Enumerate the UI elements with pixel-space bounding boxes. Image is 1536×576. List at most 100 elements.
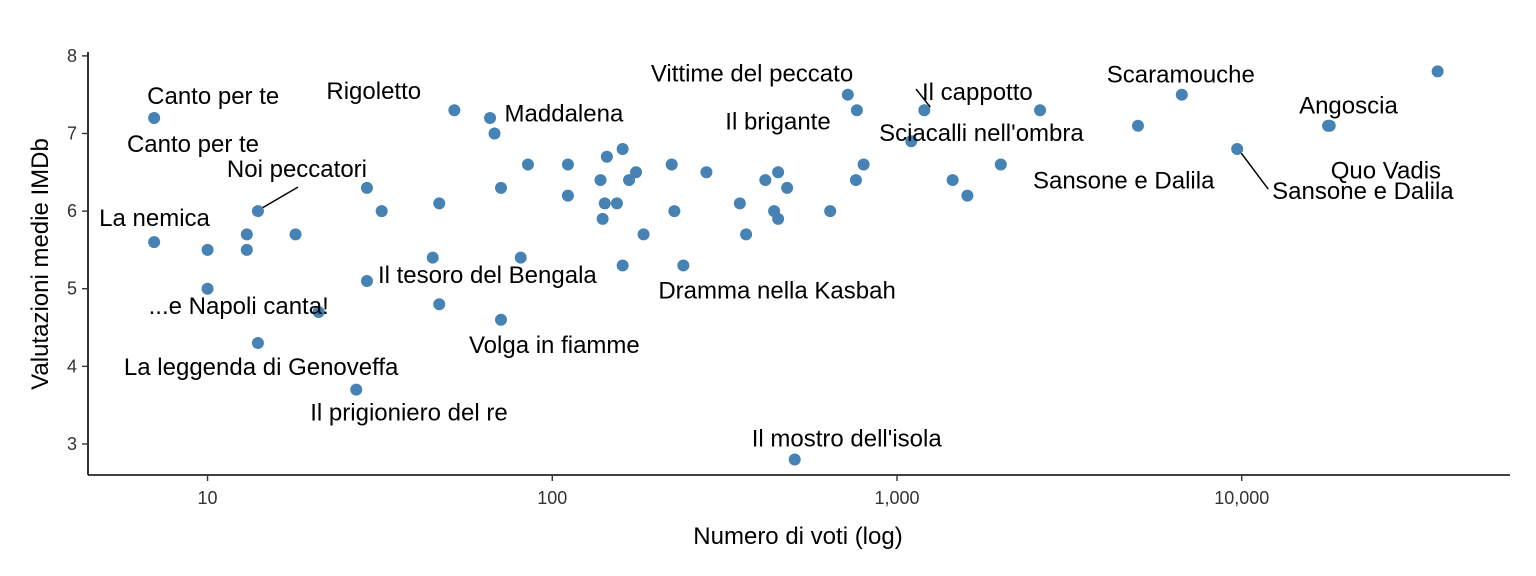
data-point <box>946 174 959 187</box>
data-point <box>700 166 713 179</box>
y-tick-label: 5 <box>67 279 77 299</box>
point-label: Maddalena <box>505 100 624 127</box>
data-point <box>616 143 629 156</box>
data-points <box>148 65 1444 466</box>
data-point <box>733 197 746 210</box>
data-point <box>1131 119 1144 132</box>
data-point <box>148 236 161 249</box>
data-point <box>740 228 753 241</box>
data-point <box>251 337 264 350</box>
data-point <box>623 174 636 187</box>
data-point <box>240 243 253 256</box>
data-point <box>448 104 461 117</box>
point-label: Il prigioniero del re <box>310 400 507 427</box>
data-point <box>561 189 574 202</box>
data-point <box>521 158 534 171</box>
y-tick-label: 7 <box>67 123 77 143</box>
data-point <box>1175 88 1188 101</box>
label-leader-lines <box>261 88 1269 209</box>
data-point <box>433 298 446 311</box>
data-point <box>289 228 302 241</box>
data-point <box>781 181 794 194</box>
point-label: La leggenda di Genoveffa <box>124 354 399 381</box>
data-point <box>488 127 501 140</box>
data-point <box>201 282 214 295</box>
x-tick-label: 1,000 <box>874 488 919 508</box>
data-point <box>360 274 373 287</box>
data-point <box>1231 143 1244 156</box>
data-point <box>240 228 253 241</box>
y-tick-label: 4 <box>67 356 77 376</box>
data-point <box>514 251 527 264</box>
data-point <box>668 205 681 218</box>
label-leader-line <box>1240 152 1269 190</box>
data-point <box>610 197 623 210</box>
point-label: Scaramouche <box>1107 62 1255 89</box>
point-label: Sansone e Dalila <box>1272 178 1454 205</box>
data-point <box>850 104 863 117</box>
data-point <box>594 174 607 187</box>
data-point <box>350 383 363 396</box>
point-label: Canto per te <box>127 131 259 158</box>
x-tick-label: 10 <box>198 488 218 508</box>
point-label: Il mostro dell'isola <box>752 425 943 452</box>
data-point <box>630 166 643 179</box>
point-label: Quo Vadis <box>1331 158 1441 185</box>
y-tick-label: 3 <box>67 434 77 454</box>
data-point <box>961 189 974 202</box>
point-label: La nemica <box>99 205 210 232</box>
point-label: Volga in fiamme <box>469 332 640 359</box>
data-point <box>905 135 918 148</box>
data-point <box>677 259 690 272</box>
data-point <box>637 228 650 241</box>
x-tick-label: 100 <box>537 488 567 508</box>
data-point <box>994 158 1007 171</box>
data-point <box>665 158 678 171</box>
data-point <box>849 174 862 187</box>
data-point <box>201 243 214 256</box>
x-tick-label: 10,000 <box>1214 488 1269 508</box>
y-ticks: 3 4 5 6 7 8 <box>67 46 88 454</box>
data-point <box>1323 119 1336 132</box>
data-point <box>148 111 161 124</box>
data-point <box>596 212 609 225</box>
data-point <box>772 212 785 225</box>
data-point <box>918 104 931 117</box>
point-label: Sansone e Dalila <box>1033 168 1215 195</box>
point-label: Vittime del peccato <box>651 61 853 88</box>
data-point <box>772 166 785 179</box>
point-label: Angoscia <box>1299 93 1398 120</box>
x-ticks: 10 100 1,000 10,000 <box>198 475 1269 508</box>
point-label: Sciacalli nell'ombra <box>879 120 1084 147</box>
data-point <box>251 205 264 218</box>
label-leader-line <box>261 186 299 209</box>
point-label: Il brigante <box>725 108 830 135</box>
data-point <box>495 181 508 194</box>
point-label: Noi peccatori <box>227 156 367 183</box>
data-point <box>759 174 772 187</box>
data-point <box>598 197 611 210</box>
data-point <box>600 150 613 163</box>
data-point <box>1034 104 1047 117</box>
point-label: ...e Napoli canta! <box>149 293 329 320</box>
x-axis-title: Numero di voti (log) <box>693 523 902 550</box>
label-leader-line <box>915 88 931 108</box>
axes: 10 100 1,000 10,000 3 4 5 6 7 8 <box>67 46 1510 508</box>
point-label: Rigoletto <box>326 78 421 105</box>
y-axis-title: Valutazioni medie IMDb <box>27 138 54 390</box>
data-point <box>426 251 439 264</box>
data-point <box>788 453 801 466</box>
data-point <box>495 313 508 326</box>
data-point <box>561 158 574 171</box>
point-label: Il cappotto <box>922 79 1033 106</box>
data-point <box>375 205 388 218</box>
data-point <box>841 88 854 101</box>
data-point <box>484 111 497 124</box>
point-label: Dramma nella Kasbah <box>658 277 895 304</box>
y-tick-label: 6 <box>67 201 77 221</box>
data-point <box>616 259 629 272</box>
data-point <box>433 197 446 210</box>
data-point <box>857 158 870 171</box>
